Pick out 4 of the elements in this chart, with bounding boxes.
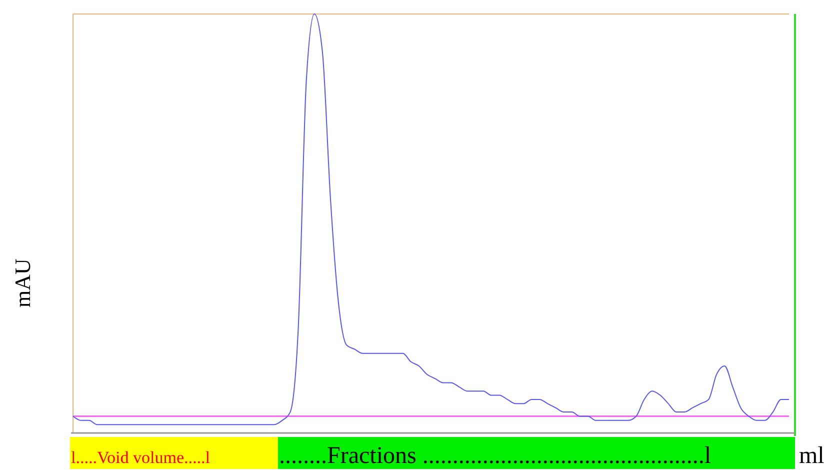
- y-axis-title: mAU: [10, 258, 35, 308]
- x-axis-title: ml: [799, 443, 825, 469]
- text: ........Fractions ...............................................l: [279, 443, 712, 469]
- text: l.....Void volume.....l: [71, 448, 210, 467]
